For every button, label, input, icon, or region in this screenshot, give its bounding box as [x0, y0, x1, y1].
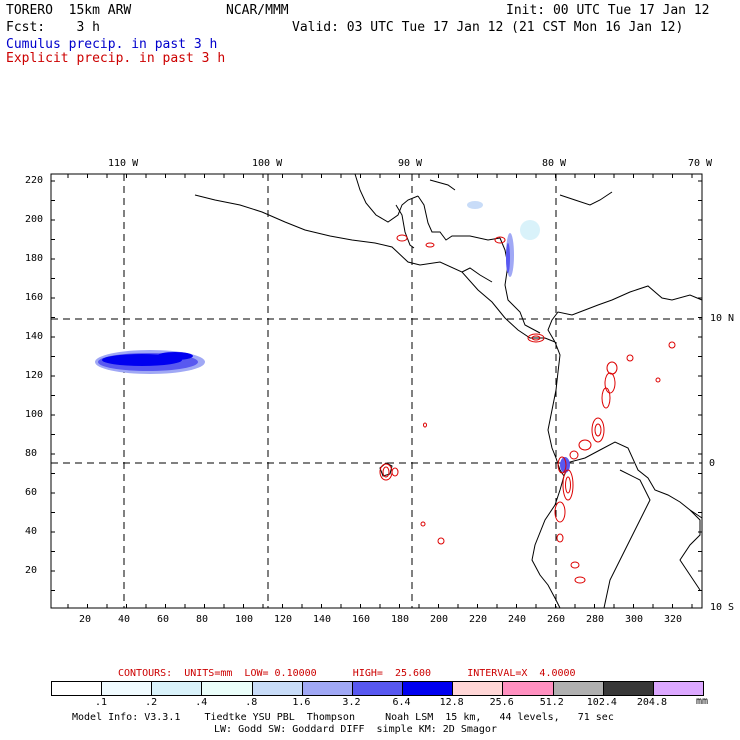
x-tick-label: 40 — [118, 614, 131, 625]
y-tick-label: 160 — [25, 292, 44, 303]
y-tick-label: 120 — [25, 370, 44, 381]
colorbar-swatch — [201, 682, 252, 695]
init-time: Init: 00 UTC Tue 17 Jan 12 — [506, 3, 710, 18]
y-tick-label: 100 — [25, 409, 44, 420]
graticule — [51, 174, 702, 608]
colorbar-swatch — [602, 682, 653, 695]
x-tick-label: 220 — [469, 614, 488, 625]
map-frame — [50, 173, 703, 609]
x-tick-label: 60 — [157, 614, 170, 625]
x-tick-label: 280 — [586, 614, 605, 625]
x-tick-label: 180 — [391, 614, 410, 625]
colorbar-swatch — [52, 682, 102, 695]
x-tick-label: 260 — [547, 614, 566, 625]
model-info: Model Info: V3.3.1 Tiedtke YSU PBL Thomp… — [72, 712, 614, 723]
x-tick-label: 240 — [508, 614, 527, 625]
colorbar-label: .8 — [245, 697, 258, 708]
colorbar-swatch — [351, 682, 403, 695]
lon-label-110w: 110 W — [108, 158, 139, 169]
forecast-hour: Fcst: 3 h — [6, 20, 100, 35]
axis-ticks — [51, 174, 702, 608]
colorbar-swatch — [452, 682, 503, 695]
colorbar-unit: mm — [696, 696, 709, 707]
colorbar-swatch — [652, 682, 704, 695]
colorbar-label: 3.2 — [342, 697, 361, 708]
model-physics: LW: Godd SW: Goddard DIFF simple KM: 2D … — [214, 724, 497, 735]
colorbar-label: 6.4 — [392, 697, 411, 708]
colorbar-swatch — [251, 682, 302, 695]
colorbar — [51, 681, 704, 696]
y-tick-label: 40 — [25, 526, 38, 537]
lat-label-10n: 10 N — [710, 313, 735, 324]
colorbar-label: 1.6 — [292, 697, 311, 708]
field-explicit-label: Explicit precip. in past 3 h — [6, 51, 226, 66]
colorbar-label: .1 — [95, 697, 108, 708]
x-tick-label: 160 — [352, 614, 371, 625]
valid-time: Valid: 03 UTC Tue 17 Jan 12 (21 CST Mon … — [292, 20, 684, 35]
y-tick-label: 140 — [25, 331, 44, 342]
contour-info: CONTOURS: UNITS=mm LOW= 0.10000 HIGH= 25… — [118, 668, 576, 679]
y-tick-label: 200 — [25, 214, 44, 225]
colorbar-label: 25.6 — [489, 697, 514, 708]
colorbar-swatch — [402, 682, 453, 695]
x-tick-label: 20 — [79, 614, 92, 625]
field-cumulus-label: Cumulus precip. in past 3 h — [6, 37, 218, 52]
y-tick-label: 180 — [25, 253, 44, 264]
colorbar-label: 102.4 — [586, 697, 617, 708]
colorbar-label: .2 — [145, 697, 158, 708]
org-label: NCAR/MMM — [226, 3, 289, 18]
x-tick-label: 200 — [430, 614, 449, 625]
lat-label-10s: 10 S — [710, 602, 735, 613]
lon-label-80w: 80 W — [542, 158, 567, 169]
colorbar-label: .4 — [195, 697, 208, 708]
y-tick-label: 80 — [25, 448, 38, 459]
lon-label-70w: 70 W — [688, 158, 713, 169]
model-title: TORERO 15km ARW — [6, 3, 132, 18]
y-tick-label: 20 — [25, 565, 38, 576]
x-tick-label: 300 — [625, 614, 644, 625]
x-tick-label: 320 — [664, 614, 683, 625]
colorbar-label: 51.2 — [539, 697, 564, 708]
colorbar-swatch — [151, 682, 202, 695]
colorbar-swatch — [552, 682, 603, 695]
colorbar-label: 12.8 — [439, 697, 464, 708]
colorbar-swatch — [502, 682, 553, 695]
colorbar-swatch — [101, 682, 152, 695]
x-tick-label: 100 — [235, 614, 254, 625]
coastlines — [194, 173, 703, 609]
lat-label-0: 0 — [709, 458, 716, 469]
explicit-precip-contours — [379, 234, 676, 584]
y-tick-label: 60 — [25, 487, 38, 498]
x-tick-label: 120 — [274, 614, 293, 625]
cumulus-precip-shading — [95, 201, 570, 473]
x-tick-label: 80 — [196, 614, 209, 625]
lon-label-100w: 100 W — [252, 158, 283, 169]
y-tick-label: 220 — [25, 175, 44, 186]
colorbar-swatch — [301, 682, 352, 695]
colorbar-label: 204.8 — [636, 697, 667, 708]
lon-label-90w: 90 W — [398, 158, 423, 169]
x-tick-label: 140 — [313, 614, 332, 625]
